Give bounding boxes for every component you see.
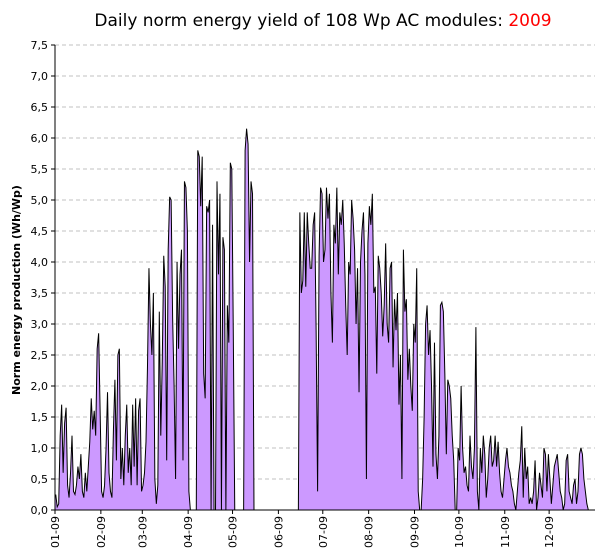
y-tick-labels: 0,0 0,5 1,0 1,5 2,0 2,5 3,0 3,5 4,0 4,5 5,0 5,5 6,0 6… [31, 39, 49, 517]
series-line [55, 128, 589, 511]
x-tick-label: 11-09 [499, 516, 512, 548]
x-tick-label: 06-09 [272, 516, 285, 548]
y-tick-label: 6,0 [31, 132, 49, 145]
x-tick-label: 02-09 [95, 516, 108, 548]
y-tick-label: 3,0 [31, 318, 49, 331]
y-tick-label: 3,5 [31, 287, 49, 300]
x-tick-labels: 01-09 02-09 03-09 04-09 05-09 06-09 07-09 08-09… [49, 516, 556, 548]
y-tick-label: 7,0 [31, 70, 49, 83]
y-axis-title: Norm energy production (Wh/Wp) [10, 185, 23, 395]
x-tick-label: 10-09 [453, 516, 466, 548]
axes [51, 44, 595, 514]
x-tick-label: 04-09 [182, 516, 195, 548]
chart-title-year: 2009 [508, 11, 551, 31]
y-tick-label: 1,0 [31, 442, 49, 455]
y-tick-label: 2,0 [31, 380, 49, 393]
chart-title-prefix: Daily norm energy yield of 108 Wp AC mod… [94, 11, 508, 31]
y-tick-label: 5,0 [31, 194, 49, 207]
y-tick-label: 4,5 [31, 225, 49, 238]
data-area [55, 128, 595, 511]
x-tick-label: 01-09 [49, 516, 62, 548]
y-tick-label: 5,5 [31, 163, 49, 176]
y-tick-label: 4,0 [31, 256, 49, 269]
chart-title: Daily norm energy yield of 108 Wp AC mod… [94, 11, 551, 31]
x-tick-label: 12-09 [543, 516, 556, 548]
x-tick-label: 08-09 [363, 516, 376, 548]
y-tick-label: 7,5 [31, 39, 49, 52]
x-tick-label: 09-09 [409, 516, 422, 548]
series-area-fill [55, 128, 595, 510]
x-tick-label: 07-09 [317, 516, 330, 548]
y-tick-label: 1,5 [31, 411, 49, 424]
y-tick-label: 0,5 [31, 473, 49, 486]
x-tick-label: 05-09 [227, 516, 240, 548]
x-tick-label: 03-09 [136, 516, 149, 548]
y-tick-label: 2,5 [31, 349, 49, 362]
y-tick-label: 0,0 [31, 504, 49, 517]
y-tick-label: 6,5 [31, 101, 49, 114]
